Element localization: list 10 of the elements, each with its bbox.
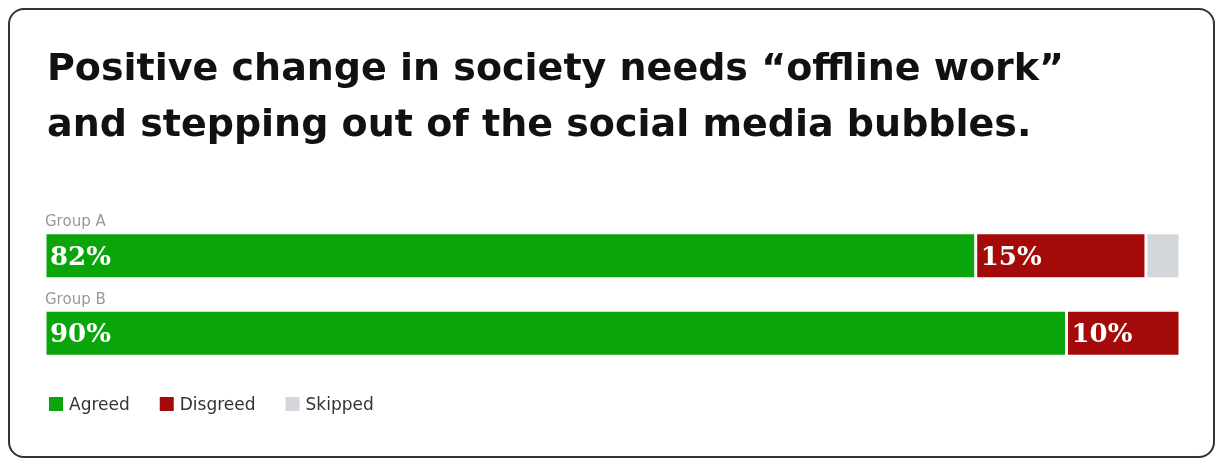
y-tick-label: Group B	[45, 289, 106, 308]
legend-label: Skipped	[305, 394, 374, 414]
data-label: 90%	[50, 318, 112, 349]
data-label: 82%	[50, 240, 112, 271]
data-label: 10%	[1071, 318, 1133, 349]
chart-title: Positive change in society needs “offline work” and stepping out of the social media bubbles.	[47, 45, 1078, 145]
data-label: 15%	[980, 240, 1042, 271]
legend-label: Disgreed	[179, 394, 256, 414]
legend-label: Agreed	[69, 394, 130, 414]
y-tick-label: Group A	[45, 212, 107, 231]
